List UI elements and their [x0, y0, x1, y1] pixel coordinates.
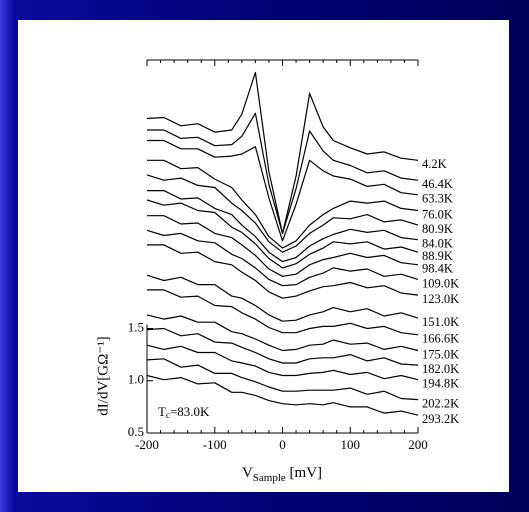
curve-label: 123.0K	[422, 292, 459, 306]
curve	[146, 344, 419, 381]
curve	[146, 229, 419, 287]
curve	[146, 199, 419, 269]
curve	[147, 190, 419, 263]
curve	[146, 314, 419, 352]
y-tick-label: 0.5	[128, 424, 144, 439]
curve-label: 98.4K	[422, 262, 453, 276]
curve	[147, 215, 419, 277]
curve-label: 84.0K	[422, 237, 453, 251]
curve	[146, 274, 419, 322]
curve	[146, 374, 419, 416]
x-tick-label: 200	[408, 437, 428, 452]
curve	[147, 139, 419, 242]
x-tick-label: 100	[341, 437, 361, 452]
annotation-symbol: T	[158, 404, 166, 419]
curve-label: 63.3K	[422, 192, 453, 206]
annotation-text: =83.0K	[170, 404, 210, 419]
curve-label: 293.2K	[422, 412, 459, 426]
x-label-main: V	[242, 465, 253, 481]
y-tick-label: 1.0	[128, 372, 144, 387]
curve-label: 88.9K	[422, 249, 453, 263]
curve-label: 202.2K	[422, 396, 459, 410]
curve-label: 80.9K	[422, 222, 453, 236]
curve	[146, 174, 419, 253]
curve-label: 194.8K	[422, 377, 459, 391]
curve	[147, 244, 419, 299]
curve-label: 175.0K	[422, 347, 459, 361]
curve-label: 76.0K	[422, 207, 453, 221]
curve-label: 109.0K	[422, 276, 459, 290]
curve-label: 4.2K	[422, 157, 447, 171]
x-tick-label: -200	[135, 437, 159, 452]
curve	[146, 358, 419, 401]
x-axis-label: VSample [mV]	[242, 465, 322, 483]
curve	[146, 327, 419, 366]
x-tick-label: 0	[279, 437, 286, 452]
curve-label: 151.0K	[422, 315, 459, 329]
curve-label: 166.6K	[422, 332, 459, 346]
curve	[147, 112, 419, 234]
annotation: Tc=83.0K	[158, 404, 210, 420]
curve	[146, 71, 419, 234]
curve-label: 46.4K	[422, 177, 453, 191]
curve	[147, 159, 419, 249]
x-tick-label: -100	[203, 437, 227, 452]
annotation-subscript: c	[166, 410, 170, 420]
x-label-subscript: Sample	[253, 472, 286, 484]
x-label-unit: [mV]	[286, 465, 322, 481]
y-tick-label: 1.5	[128, 320, 144, 335]
slide-panel	[18, 20, 509, 492]
y-axis-label: dI/dV[GΩ⁻¹]	[95, 336, 111, 415]
curve-label: 182.0K	[422, 362, 459, 376]
curve	[147, 289, 419, 336]
